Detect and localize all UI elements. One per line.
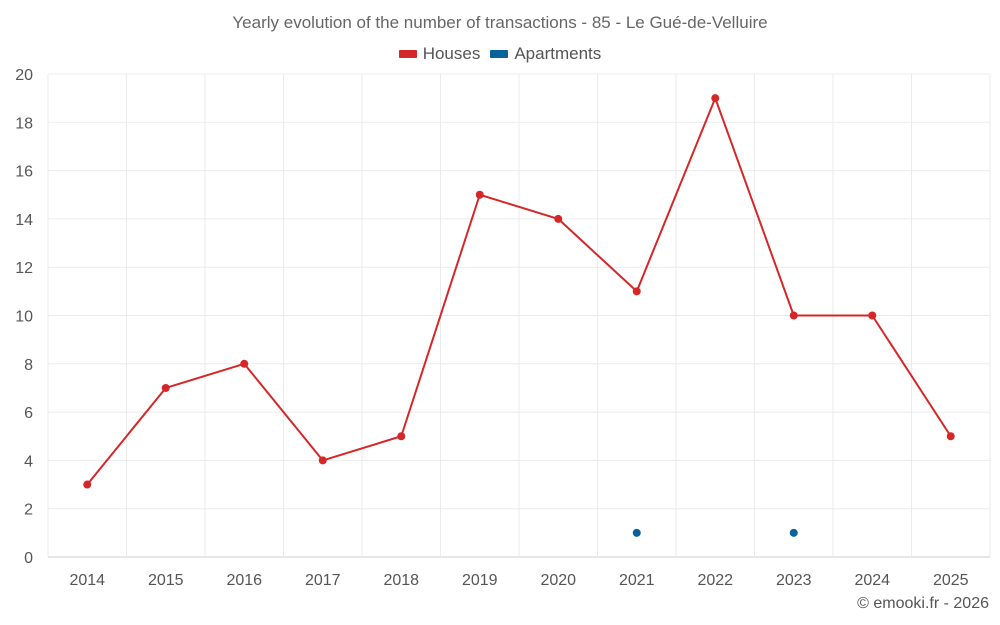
credit-text: © emooki.fr - 2026: [857, 595, 989, 612]
x-tick-label-2016: 2016: [226, 572, 262, 589]
point-houses-2024: [868, 311, 877, 320]
y-tick-label-10: 10: [15, 309, 33, 326]
x-tick-label-2019: 2019: [462, 572, 498, 589]
legend-label-houses: Houses: [422, 44, 481, 63]
legend: Houses Apartments: [0, 44, 1000, 64]
legend-item-houses[interactable]: Houses: [398, 44, 481, 64]
y-tick-label-6: 6: [24, 405, 33, 422]
x-tick-label-2018: 2018: [383, 572, 419, 589]
y-tick-label-18: 18: [15, 115, 33, 132]
x-tick-label-2024: 2024: [854, 572, 890, 589]
point-houses-2016: [240, 359, 249, 368]
x-tick-label-2015: 2015: [148, 572, 184, 589]
point-houses-2017: [318, 456, 327, 465]
y-tick-label-14: 14: [15, 212, 33, 229]
point-houses-2015: [161, 383, 170, 392]
x-tick-label-2023: 2023: [776, 572, 812, 589]
point-houses-2021: [632, 287, 641, 296]
y-tick-label-2: 2: [24, 502, 33, 519]
point-houses-2023: [789, 311, 798, 320]
x-tick-label-2022: 2022: [697, 572, 733, 589]
chart-title: Yearly evolution of the number of transa…: [232, 13, 768, 32]
point-apartments-2023: [789, 528, 798, 537]
x-tick-label-2014: 2014: [69, 572, 105, 589]
legend-swatch-apartments: [490, 50, 509, 58]
y-tick-label-8: 8: [24, 357, 33, 374]
x-tick-label-2025: 2025: [933, 572, 969, 589]
y-tick-label-20: 20: [15, 67, 33, 84]
legend-item-apartments[interactable]: Apartments: [490, 44, 601, 64]
point-houses-2018: [397, 432, 406, 441]
point-houses-2014: [83, 480, 92, 489]
grid-layer: [47, 73, 991, 558]
x-tick-label-2020: 2020: [540, 572, 576, 589]
y-tick-label-4: 4: [24, 453, 33, 470]
point-houses-2025: [946, 432, 955, 441]
series-line-houses: [86, 97, 952, 486]
x-tick-label-2021: 2021: [619, 572, 655, 589]
point-houses-2022: [711, 94, 720, 103]
series-layer: [83, 94, 955, 537]
y-tick-label-16: 16: [15, 164, 33, 181]
point-apartments-2021: [632, 528, 641, 537]
axis-layer: 0 2 4 6 8 10 12 14 16 18 20 2014 2015 2016 2017 2018 201…: [15, 67, 968, 589]
y-tick-label-12: 12: [15, 260, 33, 277]
legend-swatch-houses: [398, 50, 417, 58]
legend-label-apartments: Apartments: [514, 44, 602, 63]
y-tick-label-0: 0: [24, 550, 33, 567]
point-houses-2019: [475, 190, 484, 199]
point-houses-2020: [554, 214, 563, 223]
x-tick-label-2017: 2017: [305, 572, 341, 589]
